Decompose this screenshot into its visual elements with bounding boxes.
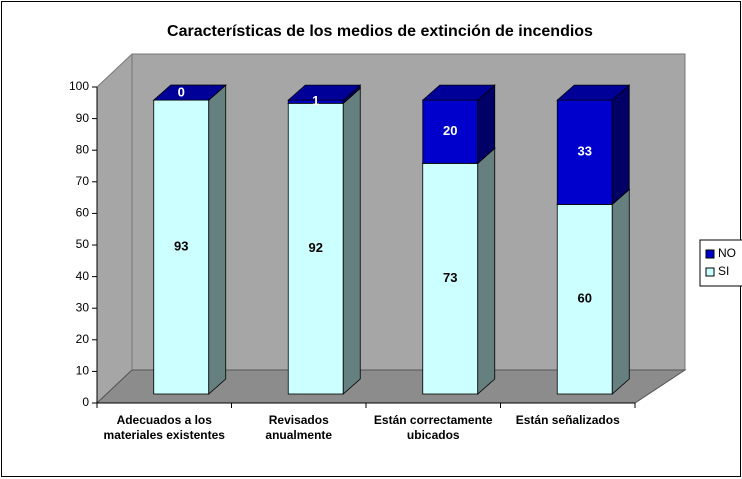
chart-title: Características de los medios de extinci…: [167, 23, 593, 40]
data-label: 92: [309, 240, 323, 255]
legend-label: NO: [718, 246, 736, 260]
legend-label: SI: [718, 264, 729, 278]
y-tick-label: 20: [76, 332, 90, 346]
legend-swatch: [705, 249, 715, 259]
x-tick-label: Adecuados a los materiales existentes: [103, 413, 225, 442]
bar-top: [421, 84, 496, 101]
bar-top: [152, 84, 227, 101]
y-tick-label: 90: [76, 111, 90, 125]
bar-side: [208, 84, 227, 395]
y-tick-label: 100: [69, 79, 89, 93]
data-label: 0: [178, 85, 185, 100]
x-tick-label: Están señalizados: [515, 413, 620, 427]
bar-side: [611, 84, 630, 206]
y-tick-label: 70: [76, 174, 90, 188]
y-tick-label: 50: [76, 237, 90, 251]
y-tick-label: 40: [76, 269, 90, 283]
data-label: 93: [174, 238, 188, 253]
y-tick-label: 0: [82, 395, 89, 409]
y-tick-label: 60: [76, 206, 90, 220]
legend: [699, 239, 742, 287]
data-label: 60: [578, 291, 592, 306]
bar-side: [477, 147, 496, 395]
data-label: 73: [443, 270, 457, 285]
bar-side: [342, 87, 361, 395]
bar-front: [422, 99, 479, 164]
y-tick-label: 80: [76, 142, 90, 156]
y-tick-label: 30: [76, 300, 90, 314]
bar-top: [556, 84, 631, 101]
data-label: 1: [312, 93, 319, 108]
data-label: 33: [578, 144, 592, 159]
bar-front: [556, 99, 613, 205]
y-tick-label: 10: [76, 364, 90, 378]
x-tick-label: Revisados anualmente: [265, 413, 333, 442]
bar-side: [611, 188, 630, 395]
x-tick-label: Están correctamente ubicados: [373, 413, 493, 442]
bar-top: [287, 84, 362, 101]
data-label: 20: [443, 123, 457, 138]
bar-front: [153, 99, 210, 395]
legend-swatch: [705, 267, 715, 277]
